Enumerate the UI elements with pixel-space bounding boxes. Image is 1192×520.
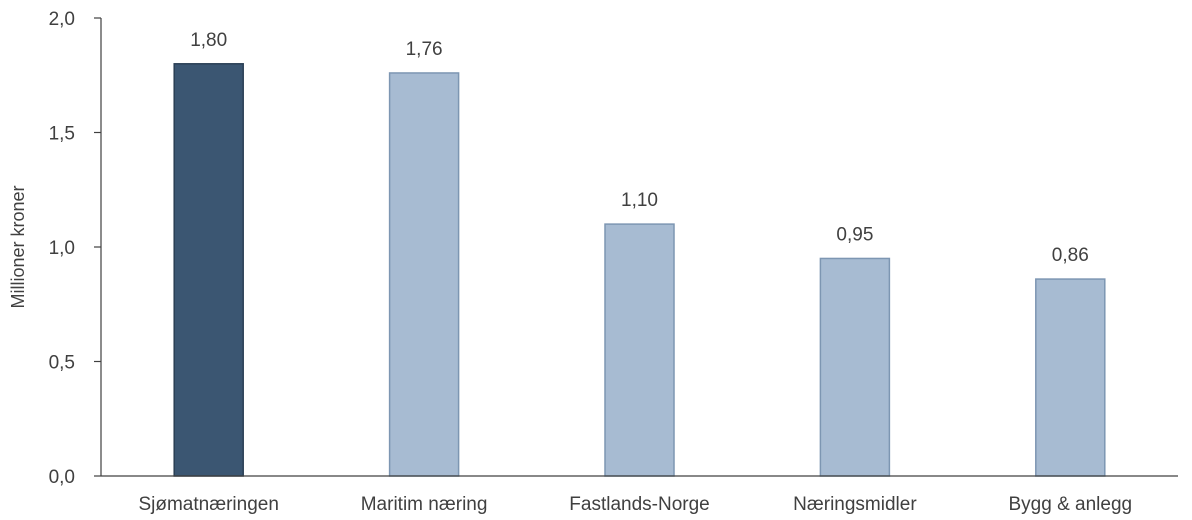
bar bbox=[819, 257, 891, 477]
bar bbox=[604, 223, 675, 477]
y-tick-label: 1,5 bbox=[49, 124, 75, 145]
x-tick-label: Sjømatnæringen bbox=[138, 494, 278, 515]
bar bbox=[173, 63, 244, 477]
x-axis: Sjømatnæringen Maritim næring Fastlands-No… bbox=[101, 475, 1178, 515]
bars bbox=[173, 63, 1106, 477]
data-label: 1,76 bbox=[406, 39, 443, 60]
x-tick-label: Bygg & anlegg bbox=[1009, 494, 1133, 515]
bar bbox=[1035, 278, 1106, 477]
y-axis: 0,0 0,5 1,0 1,5 2,0 bbox=[49, 9, 102, 488]
y-tick-label: 0,5 bbox=[49, 353, 75, 374]
data-label: 0,95 bbox=[836, 224, 873, 245]
y-tick-label: 2,0 bbox=[49, 9, 75, 30]
x-tick-label: Fastlands-Norge bbox=[569, 494, 709, 515]
data-label: 1,10 bbox=[621, 190, 658, 211]
y-tick-label: 1,0 bbox=[49, 238, 75, 259]
y-axis-title: Millioner kroner bbox=[8, 185, 28, 308]
y-tick-label: 0,0 bbox=[49, 467, 75, 488]
data-labels: 1,80 1,76 1,10 0,95 0,86 bbox=[190, 30, 1089, 266]
data-label: 0,86 bbox=[1052, 245, 1089, 266]
bar bbox=[388, 72, 460, 477]
x-tick-label: Maritim næring bbox=[361, 494, 488, 515]
x-tick-label: Næringsmidler bbox=[793, 494, 917, 515]
data-label: 1,80 bbox=[190, 30, 227, 51]
